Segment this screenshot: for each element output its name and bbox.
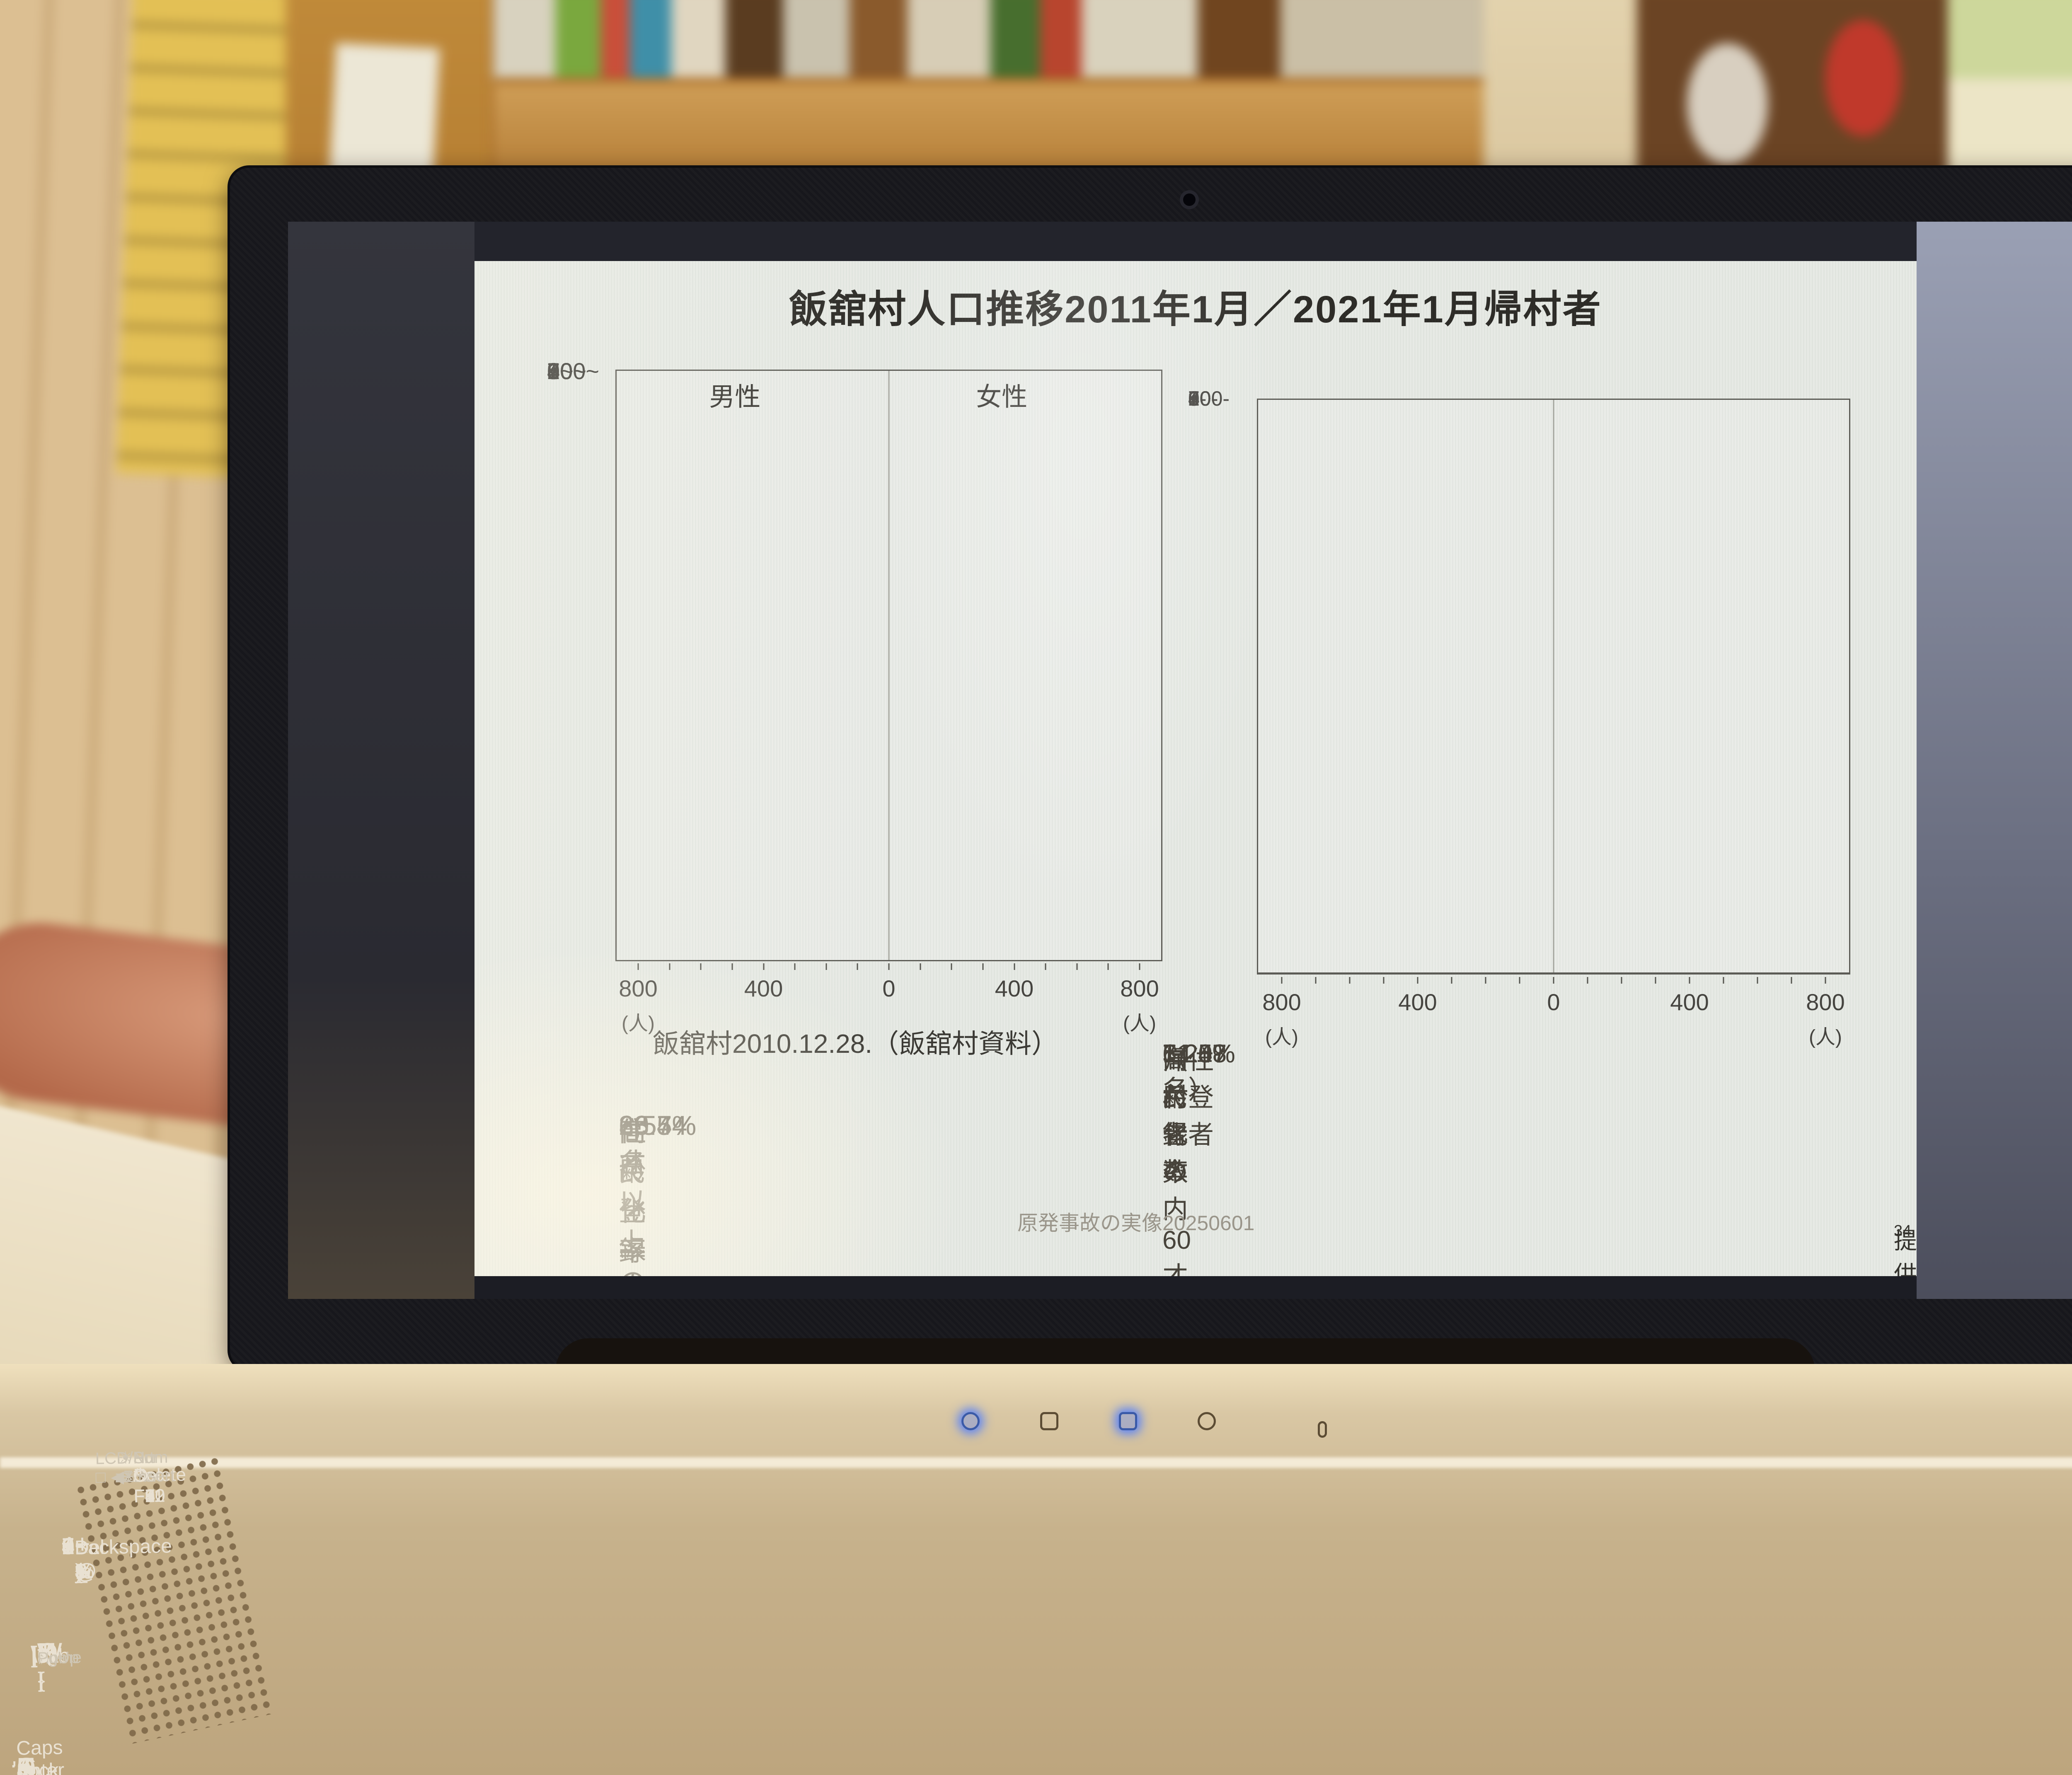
pillarbox-left [288, 222, 474, 1299]
key-label: PgUp [37, 1648, 79, 1668]
webcam-icon [1183, 193, 1196, 206]
power-indicator-icon [961, 1412, 980, 1430]
book-spines [493, 0, 1508, 79]
deck-highlight [0, 1457, 2072, 1468]
key-label: | [37, 1668, 44, 1693]
key-label: □ [123, 1467, 134, 1486]
status-led-cluster [961, 1408, 1276, 1437]
battery-indicator-icon [1198, 1412, 1216, 1430]
key-label: F12 [133, 1485, 166, 1507]
keyboard-deck [0, 1364, 2072, 1775]
microphone-icon [1318, 1421, 1327, 1438]
num-lock-indicator-icon [1119, 1412, 1137, 1430]
pillarbox-right [1917, 222, 2072, 1299]
shelf-board [493, 83, 1508, 178]
key-label: = [61, 1533, 75, 1560]
key-label: + [75, 1560, 88, 1584]
caps-lock-indicator-icon [1040, 1412, 1058, 1430]
key-label: \ [30, 1641, 38, 1668]
